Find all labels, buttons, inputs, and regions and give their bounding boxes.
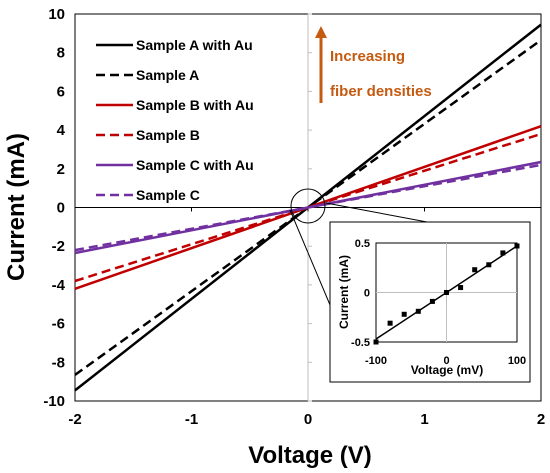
inset-data-point: [472, 267, 478, 273]
y-tick-label: 2: [57, 161, 65, 178]
x-tick-label: 0: [304, 411, 312, 428]
x-axis-title: Voltage (V): [248, 442, 372, 469]
inset-x-tick-label: -100: [365, 355, 387, 367]
zoom-connector-2: [325, 202, 428, 223]
inset-data-point: [429, 298, 435, 304]
inset-plot: -0.5 0 0.5 -100 0 100 Voltage (mV) Current (m…: [329, 221, 531, 383]
legend-label-3: Sample B with Au: [136, 97, 254, 113]
inset-y-tick-label: -0.5: [351, 337, 370, 349]
legend-label-5: Sample C with Au: [136, 157, 254, 173]
legend-label-4: Sample B: [136, 127, 200, 143]
inset-data-point: [401, 311, 407, 317]
legend: Sample A with Au Sample A Sample B with Au…: [96, 37, 254, 203]
x-tick-label: -1: [185, 411, 198, 428]
y-tick-label: 8: [57, 45, 65, 62]
annotation-line-2: fiber densities: [330, 83, 432, 100]
y-axis-title: Current (mA): [3, 133, 30, 281]
legend-label-1: Sample A with Au: [136, 37, 253, 53]
y-tick-label: 0: [57, 200, 65, 217]
series-line-5: [74, 160, 542, 255]
density-annotation: Increasing fiber densities: [315, 26, 432, 103]
zoom-indicator: [289, 188, 428, 313]
inset-y-axis-title: Current (mA): [337, 255, 351, 329]
inset-marks: [373, 243, 520, 345]
inset-x-tick-label: 100: [508, 355, 526, 367]
legend-label-6: Sample C: [136, 187, 200, 203]
zoom-connector-1: [289, 209, 334, 313]
inset-y-tick-label: 0.5: [355, 238, 370, 250]
inset-x-tick-label: 0: [443, 355, 449, 367]
zoom-circle: [290, 188, 326, 224]
inset-tick-labels: -0.5 0 0.5 -100 0 100: [351, 238, 526, 367]
inset-data-point: [500, 250, 506, 256]
y-tick-label: -6: [52, 316, 65, 333]
y-tick-label: 4: [57, 122, 66, 139]
inset-data-point: [486, 262, 492, 268]
inset-y-tick-label: 0: [364, 288, 370, 300]
series-line-6: [74, 163, 542, 252]
main-series: [74, 23, 542, 392]
annotation-line-1: Increasing: [330, 48, 405, 65]
legend-label-2: Sample A: [136, 67, 199, 83]
y-tick-label: 6: [57, 83, 65, 100]
y-tick-label: 10: [48, 6, 65, 23]
inset-data-point: [387, 320, 393, 326]
inset-data-point: [514, 243, 520, 249]
inset-data-point: [458, 285, 464, 291]
y-tick-label: -8: [52, 354, 65, 371]
x-tick-label: 2: [537, 411, 545, 428]
inset-data-point: [444, 290, 449, 295]
x-tick-label: 1: [420, 411, 428, 428]
inset-x-axis-title: Voltage (mV): [411, 363, 483, 377]
inset-data-point: [415, 308, 421, 314]
y-tick-label: -10: [43, 393, 65, 410]
y-tick-label: -4: [52, 277, 66, 294]
y-tick-label: -2: [52, 238, 65, 255]
x-tick-label: -2: [68, 411, 81, 428]
inset-data-point: [373, 339, 379, 345]
